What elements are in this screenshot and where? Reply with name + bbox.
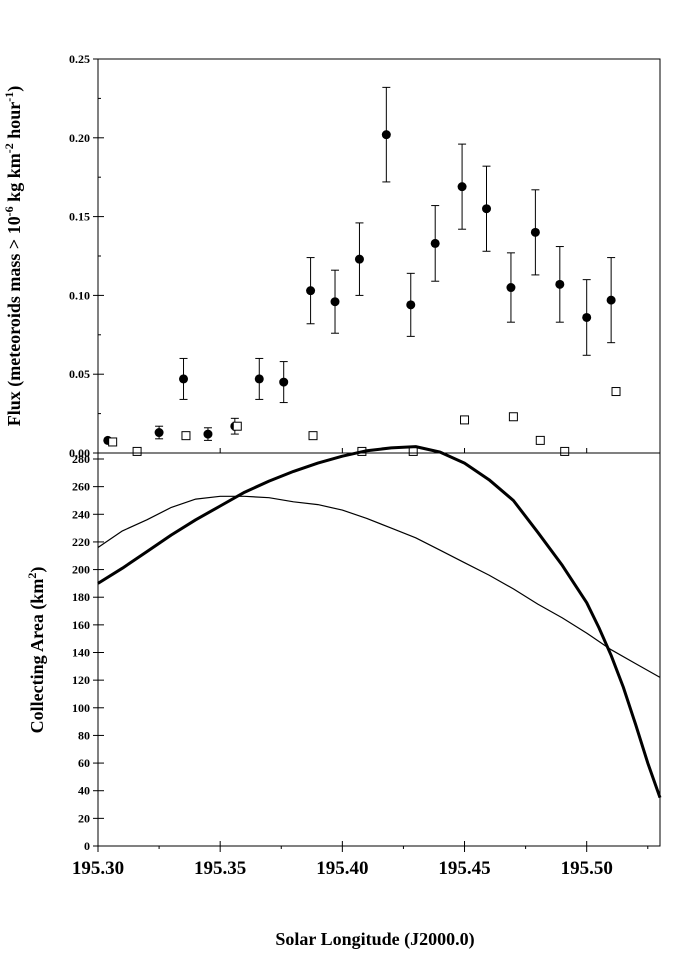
open-square-point: [560, 446, 570, 456]
area-y-tick-label: 100: [72, 701, 90, 715]
open-square-point: [611, 387, 621, 397]
flux-point: [530, 227, 540, 237]
x-tick-label: 195.40: [316, 858, 368, 879]
collecting-area-y-axis-title: Collecting Area (km2): [25, 567, 48, 734]
flux-y-tick-label: 0.10: [69, 288, 90, 302]
area-y-tick-label: 0: [84, 839, 90, 853]
area-y-tick-label: 80: [78, 728, 90, 742]
collecting-area-panel: 0 20 40 60 80 100 120 140 160 180 200 220 240 260 280 1…: [72, 445, 662, 879]
flux-point: [482, 204, 492, 214]
flux-point: [254, 374, 264, 384]
x-tick-label: 195.30: [72, 858, 124, 879]
x-tick-label: 195.45: [438, 858, 490, 879]
area-y-tick-label: 40: [78, 784, 90, 798]
flux-point: [154, 428, 164, 438]
flux-point: [606, 295, 616, 305]
open-square-point: [181, 431, 191, 441]
open-square-point: [460, 415, 470, 425]
flux-y-tick-label: 0.20: [69, 131, 90, 145]
flux-point: [555, 279, 565, 289]
flux-point: [582, 312, 592, 322]
flux-point: [381, 130, 391, 140]
area-y-tick-label: 240: [72, 507, 90, 521]
x-axis-title: Solar Longitude (J2000.0): [275, 929, 474, 950]
flux-point: [457, 182, 467, 192]
thick-area-curve: [97, 445, 662, 799]
flux-point: [406, 300, 416, 310]
open-square-point: [508, 412, 518, 422]
open-square-point: [308, 431, 318, 441]
x-tick-label: 195.35: [194, 858, 246, 879]
flux-y-tick-label: 0.00: [69, 446, 90, 460]
open-square-point: [232, 421, 242, 431]
flux-y-axis-title: Flux (meteoroids mass > 10-6 kg km-2 hou…: [2, 86, 25, 426]
area-y-tick-label: 180: [72, 590, 90, 604]
flux-point: [330, 297, 340, 307]
flux-y-tick-label: 0.05: [69, 367, 90, 381]
flux-point: [354, 254, 364, 264]
area-y-tick-label: 160: [72, 618, 90, 632]
area-plot-frame: [97, 452, 661, 847]
flux-point: [430, 238, 440, 248]
area-y-tick-label: 220: [72, 535, 90, 549]
open-square-point: [535, 435, 545, 445]
area-y-tick-label: 260: [72, 480, 90, 494]
open-square-point: [132, 446, 142, 456]
area-y-tick-label: 140: [72, 646, 90, 660]
area-y-tick-label: 200: [72, 563, 90, 577]
flux-plot-frame: [97, 58, 661, 454]
flux-point: [179, 374, 189, 384]
x-tick-label: 195.50: [561, 858, 613, 879]
open-square-point: [108, 437, 118, 447]
flux-y-tick-label: 0.15: [69, 210, 90, 224]
area-y-tick-label: 20: [78, 811, 90, 825]
flux-point: [506, 283, 516, 293]
flux-panel: 0.00 0.05 0.10 0.15 0.20 0.25: [69, 52, 661, 460]
flux-point: [203, 429, 213, 439]
area-y-tick-label: 120: [72, 673, 90, 687]
area-y-tick-label: 280: [72, 452, 90, 466]
flux-point: [279, 377, 289, 387]
open-square-point: [408, 446, 418, 456]
area-y-tick-label: 60: [78, 756, 90, 770]
flux-point: [306, 286, 316, 296]
flux-y-tick-label: 0.25: [69, 52, 90, 66]
thin-area-curve: [97, 495, 661, 678]
